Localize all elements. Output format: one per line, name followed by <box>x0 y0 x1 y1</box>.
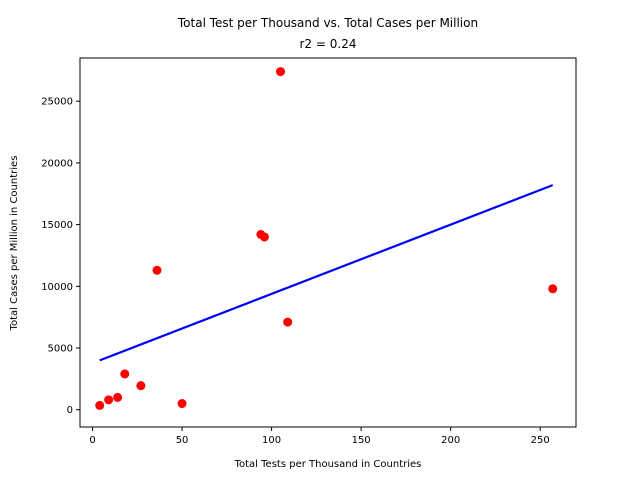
plot-area: 0 50 100 150 200 250 0 5000 10000 15000 20000 25000 <box>41 67 558 446</box>
chart-subtitle: r2 = 0.24 <box>300 37 357 51</box>
x-tick-label: 200 <box>441 435 460 446</box>
data-point <box>548 284 558 294</box>
regression-line <box>99 184 554 362</box>
data-point <box>152 265 162 275</box>
plot-frame <box>79 57 577 428</box>
x-tick-label: 100 <box>262 435 281 446</box>
y-tick-label: 25000 <box>41 97 73 108</box>
data-point <box>95 400 105 410</box>
chart-title: Total Test per Thousand vs. Total Cases … <box>177 16 478 30</box>
data-point <box>283 317 293 327</box>
data-point <box>104 395 114 405</box>
x-tick-label: 0 <box>89 435 95 446</box>
data-point <box>136 381 146 391</box>
y-tick-label: 5000 <box>48 344 73 355</box>
y-axis-label: Total Cases per Million in Countries <box>9 156 20 332</box>
y-tick-label: 15000 <box>41 220 73 231</box>
y-tick-label: 0 <box>67 405 73 416</box>
y-tick-label: 20000 <box>41 158 73 169</box>
data-point <box>120 369 130 379</box>
data-point <box>276 67 286 77</box>
x-tick-label: 250 <box>531 435 550 446</box>
data-point <box>177 399 187 409</box>
x-tick-label: 150 <box>352 435 371 446</box>
x-axis-label: Total Tests per Thousand in Countries <box>234 459 422 470</box>
x-tick-label: 50 <box>176 435 189 446</box>
y-tick-label: 10000 <box>41 282 73 293</box>
data-point <box>113 392 123 402</box>
data-point <box>259 232 269 242</box>
